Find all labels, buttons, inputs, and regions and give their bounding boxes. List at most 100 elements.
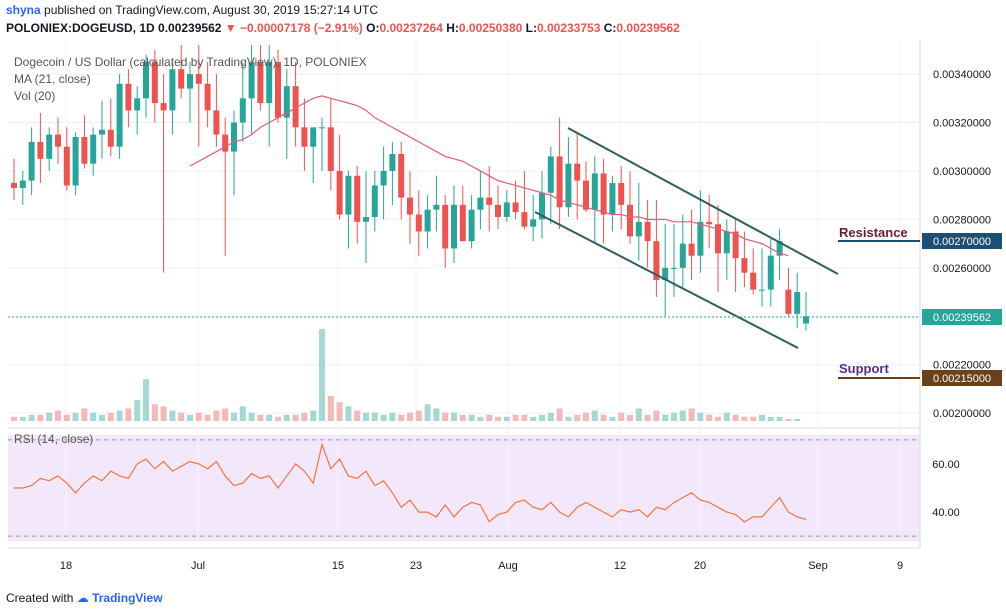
price-tick-label: 0.00340000 bbox=[933, 69, 991, 81]
time-tick-label: Jul bbox=[191, 560, 205, 572]
volume-bar bbox=[187, 414, 193, 421]
price-tick-label: 0.00280000 bbox=[933, 214, 991, 226]
candle-body bbox=[169, 69, 176, 111]
chart-title: Dogecoin / US Dollar (calculated by Trad… bbox=[14, 55, 367, 69]
candle-body bbox=[363, 216, 369, 222]
volume-bar bbox=[723, 412, 730, 421]
volume-bar bbox=[213, 410, 220, 421]
candle-body bbox=[46, 134, 53, 159]
candle-body bbox=[389, 153, 396, 171]
rsi-tick-label: 40.00 bbox=[932, 507, 960, 519]
candle-body bbox=[187, 74, 193, 89]
footer-credit: Created with ☁ TradingView bbox=[6, 591, 163, 605]
volume-bar bbox=[81, 408, 88, 421]
volume-bar bbox=[644, 414, 651, 421]
volume-bar bbox=[125, 408, 132, 421]
candle-body bbox=[574, 163, 581, 181]
volume-bar bbox=[248, 412, 255, 421]
candle-body bbox=[11, 183, 17, 188]
candle-body bbox=[371, 185, 378, 217]
volume-bar bbox=[107, 412, 114, 421]
candle-body bbox=[275, 61, 281, 118]
volume-bar bbox=[671, 412, 677, 421]
volume-bar bbox=[283, 414, 290, 421]
candles[interactable] bbox=[11, 45, 809, 331]
time-axis[interactable]: 18 Jul 15 23 Aug 12 20 Sep 9 bbox=[60, 560, 903, 572]
volume-bar bbox=[222, 408, 229, 421]
close-label: C: bbox=[603, 21, 617, 35]
candle-body bbox=[195, 74, 202, 84]
volume-bar bbox=[99, 414, 105, 421]
candle-body bbox=[715, 224, 721, 254]
tradingview-logo-icon: ☁ bbox=[76, 591, 89, 605]
candle-body bbox=[407, 197, 413, 215]
candle-body bbox=[539, 192, 545, 220]
volume-bar bbox=[424, 404, 431, 421]
volume-bar bbox=[530, 416, 537, 421]
volume-bar bbox=[565, 416, 572, 421]
volume-bar bbox=[336, 402, 343, 421]
candle-body bbox=[653, 241, 660, 280]
volume-bar bbox=[477, 416, 484, 421]
volume-bar bbox=[90, 412, 97, 421]
volume-bar bbox=[116, 410, 123, 421]
volume-bar bbox=[292, 414, 299, 421]
volume-bar bbox=[204, 414, 211, 421]
candle-body bbox=[503, 202, 510, 217]
last-price-tag bbox=[922, 309, 1002, 325]
volume-bar bbox=[37, 414, 44, 421]
volume-bar bbox=[310, 410, 317, 421]
publisher-name[interactable]: shyna bbox=[6, 3, 41, 17]
volume-bar bbox=[785, 418, 792, 421]
resistance-label: Resistance bbox=[839, 225, 908, 240]
volume-bar bbox=[600, 414, 607, 421]
candle-body bbox=[803, 316, 809, 324]
candle-body bbox=[160, 103, 167, 111]
symbol-line: POLONIEX:DOGEUSD, 1D 0.00239562 ▼ −0.000… bbox=[6, 21, 1006, 39]
time-tick-label: 18 bbox=[60, 560, 72, 572]
candle-body bbox=[63, 146, 70, 186]
volume-bar bbox=[706, 414, 713, 421]
candle-body bbox=[301, 127, 308, 147]
candle-body bbox=[618, 183, 625, 205]
candle-body bbox=[319, 127, 325, 129]
volume-bar bbox=[591, 410, 598, 421]
volume-bar bbox=[178, 412, 185, 421]
candle-body bbox=[81, 137, 88, 164]
volume-bar bbox=[433, 408, 440, 421]
rsi-pane[interactable] bbox=[8, 435, 920, 541]
low-value: 0.00233753 bbox=[536, 21, 601, 35]
tradingview-brand[interactable]: TradingView bbox=[92, 591, 163, 605]
candle-body bbox=[231, 122, 237, 152]
candle-body bbox=[706, 221, 713, 225]
volume-bar bbox=[609, 416, 616, 421]
candle-body bbox=[750, 272, 757, 290]
candle-body bbox=[178, 69, 185, 89]
volume-bar bbox=[134, 400, 141, 421]
candle-body bbox=[222, 134, 229, 152]
volume-bar bbox=[486, 414, 493, 421]
close-value: 0.00239562 bbox=[616, 21, 680, 35]
resistance-price-tag bbox=[922, 233, 1002, 249]
volume-bar bbox=[750, 416, 757, 421]
volume-bar bbox=[679, 410, 686, 421]
candle-body bbox=[345, 175, 352, 215]
time-tick-label: Sep bbox=[808, 560, 828, 572]
candle-body bbox=[327, 127, 334, 171]
volume-bar bbox=[160, 406, 167, 421]
candle-body bbox=[600, 173, 607, 215]
candle-body bbox=[19, 180, 26, 188]
candle-body bbox=[688, 243, 695, 256]
candle-body bbox=[292, 86, 299, 128]
volume-bar bbox=[239, 406, 246, 421]
volume-bar bbox=[512, 414, 519, 421]
volume-bar bbox=[380, 414, 387, 421]
channel-upper-line bbox=[567, 127, 839, 275]
time-tick-label: 12 bbox=[614, 560, 626, 572]
candle-body bbox=[310, 127, 317, 147]
price-axis[interactable]: 0.00340000 0.00320000 0.00300000 0.00280000… bbox=[933, 69, 991, 420]
ma-legend: MA (21, close) bbox=[14, 72, 91, 86]
candle-body bbox=[99, 129, 105, 135]
published-text: published on TradingView.com, August 30,… bbox=[44, 3, 379, 17]
